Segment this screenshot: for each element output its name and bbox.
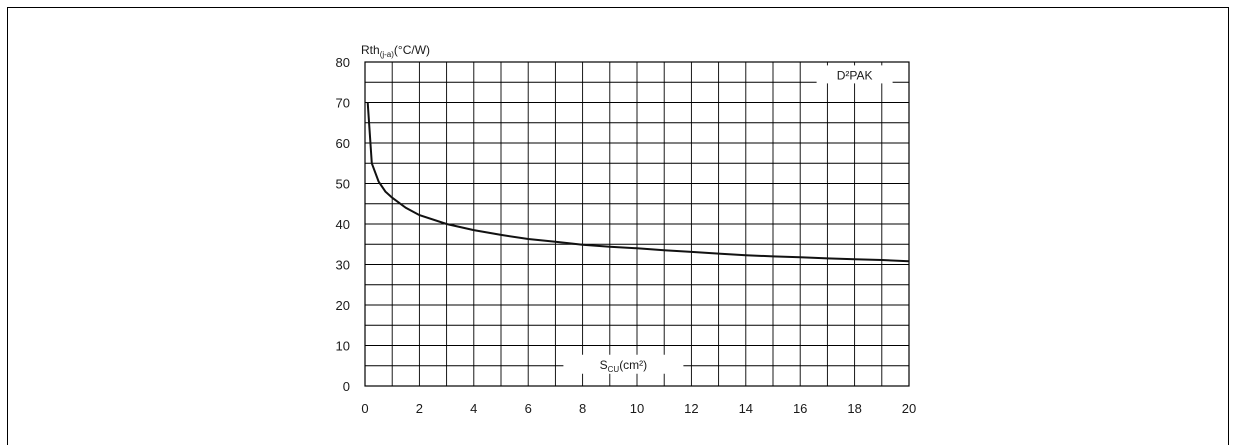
y-tick-label: 10 — [336, 339, 350, 354]
y-tick-label: 20 — [336, 298, 350, 313]
y-tick-label: 40 — [336, 217, 350, 232]
x-tick-label: 16 — [793, 401, 807, 416]
plot-border — [364, 61, 910, 387]
x-tick-label: 4 — [470, 401, 477, 416]
y-tick-label: 50 — [336, 177, 350, 192]
x-tick-label: 10 — [630, 401, 644, 416]
x-tick-labels: 0 2 4 6 8 10 12 14 16 18 20 — [361, 401, 916, 416]
x-tick-label: 18 — [847, 401, 861, 416]
x-tick-label: 12 — [684, 401, 698, 416]
y-tick-label: 30 — [336, 258, 350, 273]
y-tick-label: 0 — [343, 379, 350, 394]
x-tick-label: 6 — [525, 401, 532, 416]
series-line — [366, 102, 910, 263]
x-tick-label: 0 — [361, 401, 368, 416]
x-axis-label: SCU(cm²) — [600, 358, 648, 374]
x-tick-label: 14 — [739, 401, 753, 416]
figure-frame — [7, 7, 1229, 445]
legend-background — [816, 65, 893, 84]
y-tick-labels: 0 10 20 30 40 50 60 70 80 — [336, 55, 350, 394]
x-tick-label: 20 — [902, 401, 916, 416]
y-axis-label: Rth(j-a)(°C/W) — [361, 43, 430, 59]
y-tick-label: 60 — [336, 136, 350, 151]
legend-entry: D²PAK — [837, 68, 873, 82]
major-gridlines — [365, 62, 909, 386]
y-tick-label: 70 — [336, 96, 350, 111]
x-axis-label-background — [563, 354, 684, 374]
y-tick-label: 80 — [336, 55, 350, 70]
x-tick-label: 8 — [579, 401, 586, 416]
x-tick-label: 2 — [416, 401, 423, 416]
